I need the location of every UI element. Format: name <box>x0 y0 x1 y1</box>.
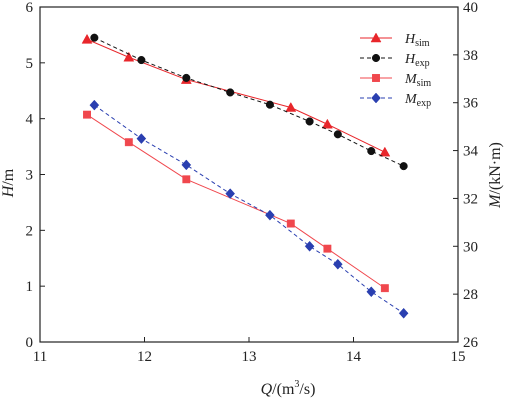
data-point <box>332 258 343 270</box>
series-line <box>86 38 386 153</box>
data-point <box>398 307 409 319</box>
legend-entry-H-sim: Hsim <box>360 32 430 49</box>
data-point <box>367 147 376 156</box>
y-right-tick-label: 30 <box>463 239 478 255</box>
data-point <box>124 138 133 147</box>
data-point <box>225 188 236 200</box>
data-point <box>89 99 100 111</box>
data-point <box>323 244 332 253</box>
y-right-axis-unit: /(kN·m) <box>487 142 504 194</box>
data-point <box>181 159 192 171</box>
data-point <box>123 51 135 62</box>
series-line <box>94 37 404 167</box>
y-left-tick-label: 0 <box>26 335 34 351</box>
data-point <box>182 175 191 184</box>
data-point <box>399 162 408 171</box>
data-point <box>286 219 295 228</box>
data-point <box>380 284 389 293</box>
y-right-tick-label: 32 <box>463 191 478 207</box>
y-right-tick-label: 36 <box>463 96 479 112</box>
data-point <box>90 33 99 42</box>
data-point <box>81 33 93 44</box>
data-point <box>226 88 235 97</box>
x-axis-title: Q/(m3/s) <box>261 379 316 398</box>
y-left-tick-label: 5 <box>26 56 34 72</box>
legend-label: Mexp <box>404 92 431 109</box>
legend-label: Msim <box>404 72 431 89</box>
data-point <box>137 55 146 65</box>
y-left-axis-unit: /m <box>0 168 17 185</box>
data-point <box>182 73 191 82</box>
series-M-exp <box>89 99 409 319</box>
data-point <box>304 240 315 252</box>
x-tick-label: 14 <box>346 349 362 365</box>
data-point <box>366 286 377 298</box>
y-right-tick-label: 34 <box>463 144 479 160</box>
y-right-axis-title: M/(kN·m) <box>487 142 504 209</box>
series-H-sim <box>81 33 391 157</box>
y-left-tick-label: 6 <box>26 0 34 16</box>
x-tick-label: 12 <box>137 349 152 365</box>
data-point <box>285 101 297 112</box>
plot-frame <box>39 6 459 343</box>
series-H-exp <box>90 33 408 171</box>
data-point <box>333 130 342 139</box>
series-M-sim <box>83 110 389 293</box>
y-left-axis-title: H/m <box>0 168 17 198</box>
legend-marker <box>371 53 381 63</box>
x-axis-var: Q <box>261 381 273 398</box>
legend: Hsim Hexp Msim Mexp <box>360 32 431 109</box>
data-point <box>265 100 274 109</box>
x-tick-label: 11 <box>33 349 47 365</box>
series-layer <box>81 33 409 319</box>
x-tick-label: 13 <box>242 349 257 365</box>
x-tick-label: 15 <box>451 349 466 365</box>
y-right-tick-label: 40 <box>463 0 478 16</box>
x-axis-unit-end: /s) <box>299 381 315 398</box>
y-left-axis-var: H <box>0 184 17 198</box>
legend-label: Hexp <box>404 52 430 69</box>
series-line <box>86 114 386 289</box>
x-axis-unit-sup: 3 <box>294 379 299 390</box>
y-left-tick-label: 3 <box>26 168 34 184</box>
legend-entry-M-exp: Mexp <box>360 92 431 109</box>
data-point <box>265 209 275 221</box>
data-point <box>321 118 333 129</box>
x-axis-unit: /(m <box>272 381 295 398</box>
data-point <box>305 117 314 126</box>
legend-label: Hsim <box>404 32 430 49</box>
y-left-tick-label: 2 <box>26 223 34 239</box>
y-right-tick-label: 26 <box>463 335 479 351</box>
y-right-tick-label: 28 <box>463 287 478 303</box>
y-right-tick-label: 38 <box>463 48 478 64</box>
data-point <box>136 133 147 144</box>
legend-entry-H-exp: Hexp <box>360 52 430 69</box>
legend-entry-M-sim: Msim <box>360 72 431 89</box>
data-point <box>379 146 391 157</box>
data-point <box>83 110 91 119</box>
y-left-tick-label: 1 <box>26 279 34 295</box>
legend-marker <box>371 92 381 104</box>
y-left-tick-label: 4 <box>26 112 34 128</box>
legend-marker <box>370 32 382 43</box>
y-right-axis-var: M <box>487 193 504 209</box>
legend-marker <box>372 74 380 82</box>
